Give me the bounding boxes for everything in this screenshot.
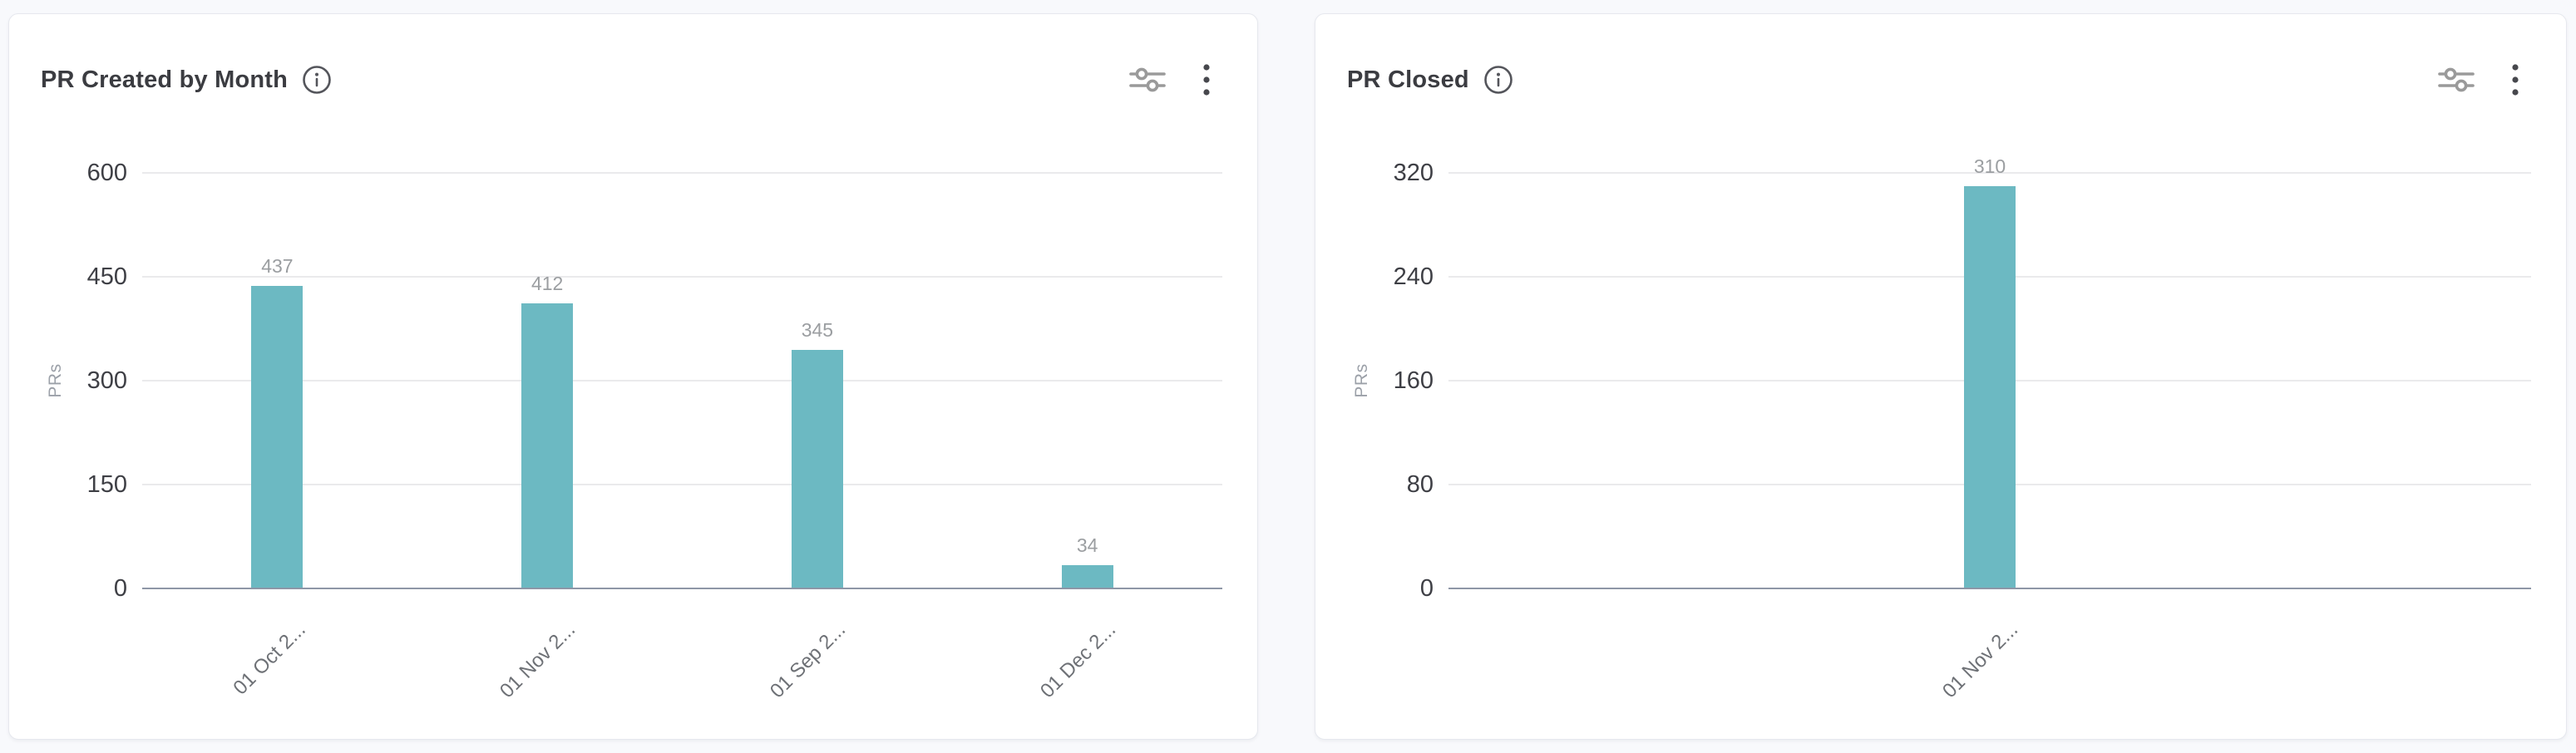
pr-closed-chart-plot: 0 80 160 240 320 310 01 Nov 2... xyxy=(1394,155,2531,702)
chart-title: PR Created by Month xyxy=(41,66,289,93)
sliders-icon xyxy=(1129,67,1166,92)
y-tick-label: 160 xyxy=(1393,367,1434,394)
chart-menu-button[interactable] xyxy=(1202,62,1211,97)
bar-value-label: 412 xyxy=(530,272,564,294)
bar-01 Sep 2...[interactable] xyxy=(791,349,843,588)
card-header: PR Created by Month xyxy=(41,54,1211,106)
bar-01 Dec 2...[interactable] xyxy=(1061,564,1113,588)
gridline xyxy=(142,484,1222,485)
x-axis-label: 01 Dec 2... xyxy=(1035,618,1120,703)
gridline xyxy=(142,276,1222,278)
y-tick-label: 450 xyxy=(86,263,127,290)
bar-value-label: 34 xyxy=(1076,534,1098,556)
bar-value-label: 310 xyxy=(1973,155,2006,177)
pr-created-by-month-card: PR Created by Month xyxy=(8,13,1258,740)
sliders-icon xyxy=(2438,67,2475,92)
info-icon[interactable] xyxy=(301,64,333,96)
bar-01 Oct 2...[interactable] xyxy=(251,285,303,588)
gridline xyxy=(1448,172,2531,174)
info-icon[interactable] xyxy=(1483,64,1514,96)
gridline xyxy=(142,380,1222,381)
x-axis-label: 01 Oct 2... xyxy=(229,618,310,700)
x-axis-label: 01 Nov 2... xyxy=(496,618,580,703)
y-tick-label: 80 xyxy=(1406,471,1434,498)
y-tick-label: 0 xyxy=(113,575,127,602)
chart-settings-button[interactable] xyxy=(2438,65,2475,95)
x-axis-line xyxy=(142,588,1222,589)
pr-closed-card: PR Closed xyxy=(1315,13,2567,740)
y-tick-label: 600 xyxy=(86,160,127,186)
bar-value-label: 437 xyxy=(261,254,294,277)
y-tick-label: 150 xyxy=(86,471,127,498)
bar-01 Nov 2...[interactable] xyxy=(1964,185,2016,588)
y-tick-label: 300 xyxy=(86,367,127,394)
kebab-menu-icon xyxy=(2512,64,2519,96)
kebab-menu-icon xyxy=(1203,64,1210,96)
bar-01 Nov 2...[interactable] xyxy=(521,303,574,588)
y-tick-label: 0 xyxy=(1419,575,1434,602)
pr-created-chart-plot: 0 150 300 450 600 437 01 Oct 2... 412 01 Nov 2..… xyxy=(87,160,1222,702)
gridline xyxy=(142,172,1222,174)
x-axis-label: 01 Sep 2... xyxy=(765,618,850,703)
bar-value-label: 345 xyxy=(801,318,834,341)
y-tick-label: 320 xyxy=(1393,160,1434,186)
card-header: PR Closed xyxy=(1347,54,2519,106)
chart-settings-button[interactable] xyxy=(1129,65,1166,95)
y-tick-label: 240 xyxy=(1393,263,1434,290)
chart-menu-button[interactable] xyxy=(2511,62,2519,97)
chart-title: PR Closed xyxy=(1347,66,1469,93)
x-axis-label: 01 Nov 2... xyxy=(1937,618,2023,703)
x-axis-line xyxy=(1448,588,2531,589)
